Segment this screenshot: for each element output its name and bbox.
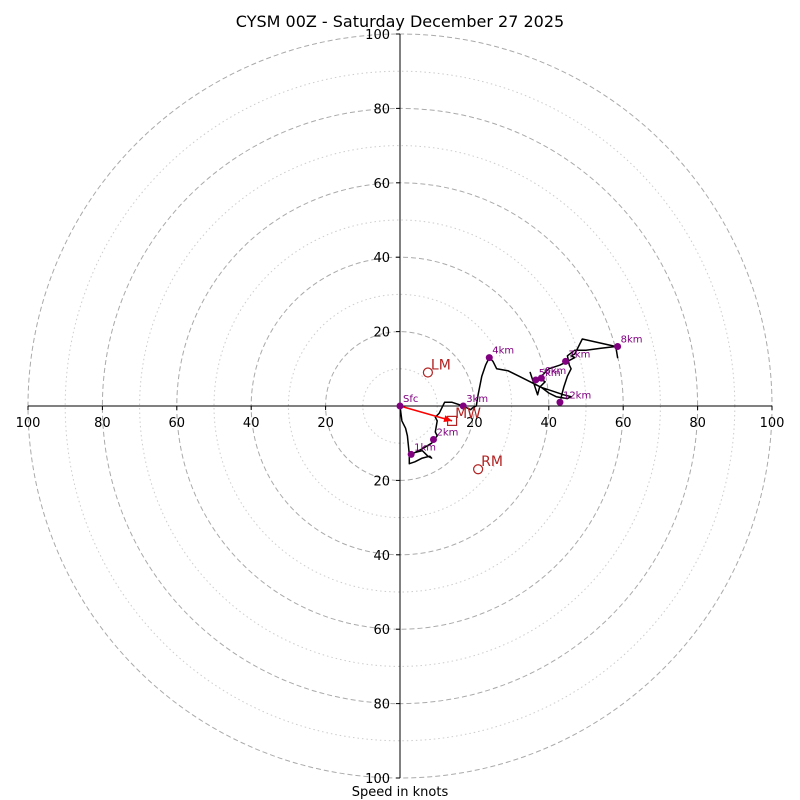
y-tick-label: 100 <box>365 28 390 43</box>
y-tick-label: 20 <box>373 326 390 341</box>
x-tick-label: 60 <box>169 416 186 431</box>
storm-motion-label-mw: MW <box>455 406 481 422</box>
x-tick-label: 20 <box>466 416 483 431</box>
height-label-8km: 8km <box>621 334 643 345</box>
height-label-12km: 12km <box>563 390 591 401</box>
height-label-7km: 7km <box>569 349 591 360</box>
x-tick-label: 80 <box>94 416 111 431</box>
storm-motion-label-lm: LM <box>431 358 451 374</box>
height-marker-7km <box>562 357 570 365</box>
storm-motion-label-rm: RM <box>481 454 503 470</box>
x-tick-label: 20 <box>317 416 334 431</box>
height-label-6km: 6km <box>544 366 566 377</box>
storm-motion-marker-lm <box>422 367 433 378</box>
y-tick-label: 60 <box>373 623 390 638</box>
height-label-4km: 4km <box>492 346 514 357</box>
x-tick-label: 100 <box>16 416 41 431</box>
height-marker-1km <box>407 450 415 458</box>
height-marker-4km <box>485 354 493 362</box>
chart-title: CYSM 00Z - Saturday December 27 2025 <box>236 12 564 31</box>
x-tick-label: 40 <box>243 416 260 431</box>
height-marker-12km <box>556 398 564 406</box>
y-tick-label: 80 <box>373 102 390 117</box>
height-label-3km: 3km <box>466 394 488 405</box>
y-tick-label: 60 <box>373 177 390 192</box>
storm-motion-markers: LM RM MW <box>422 358 503 475</box>
y-tick-label: 20 <box>373 474 390 489</box>
wind-trace-line <box>399 338 619 465</box>
x-tick-label: 80 <box>689 416 706 431</box>
height-label-sfc: Sfc <box>403 394 418 405</box>
y-tick-label: 80 <box>373 698 390 713</box>
tick-labels: 100 80 60 40 20 20 40 60 80 100 100 80 60 40 20 20 40 60 8… <box>16 28 785 787</box>
height-marker-8km <box>614 342 622 350</box>
x-tick-label: 100 <box>760 416 785 431</box>
height-marker-5km <box>532 376 540 384</box>
shear-vector-line <box>399 405 453 422</box>
storm-motion-marker-rm <box>473 464 484 475</box>
y-tick-label: 100 <box>365 772 390 787</box>
height-label-2km: 2km <box>436 427 458 438</box>
height-marker-sfc <box>396 402 404 410</box>
storm-motion-marker-mw <box>446 415 458 426</box>
height-marker-6km <box>537 374 545 382</box>
height-marker-2km <box>429 435 437 443</box>
height-label-5km: 5km <box>539 368 561 379</box>
x-tick-label: 40 <box>541 416 558 431</box>
x-tick-label: 60 <box>615 416 632 431</box>
height-label-1km: 1km <box>414 442 436 453</box>
height-marker-3km <box>459 402 467 410</box>
y-tick-label: 40 <box>373 549 390 564</box>
x-axis-label: Speed in knots <box>352 785 449 800</box>
y-tick-label: 40 <box>373 251 390 266</box>
